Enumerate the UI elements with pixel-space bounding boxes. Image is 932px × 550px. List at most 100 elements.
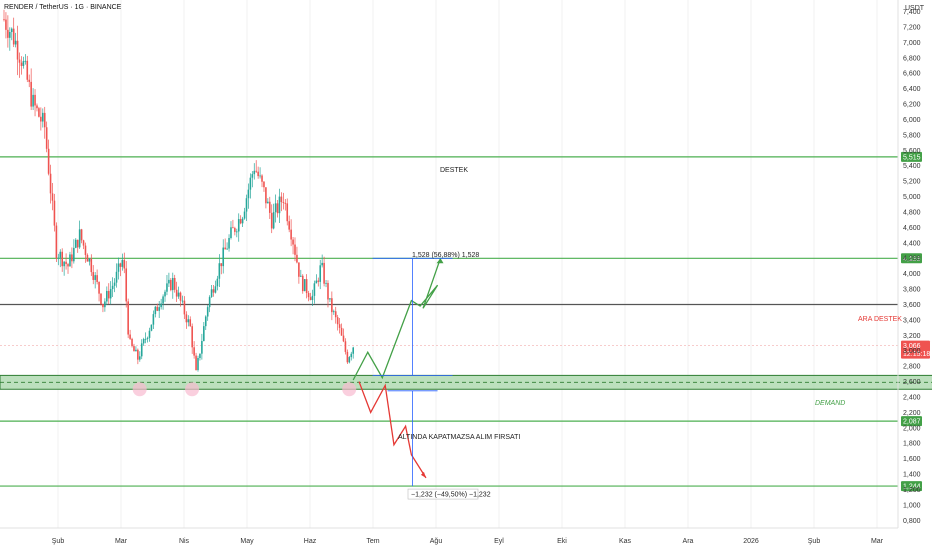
candle-body	[24, 60, 27, 62]
candle-body	[7, 29, 9, 38]
y-tick-label: 3,000	[903, 348, 921, 355]
y-tick-label: 4,800	[903, 209, 921, 216]
candle-body	[288, 221, 290, 230]
candle-body	[183, 300, 186, 315]
y-tick-label: 6,000	[903, 117, 921, 124]
chart-title: RENDER / TetherUS · 1G · BINANCE	[4, 4, 122, 11]
y-tick-label: 6,600	[903, 71, 921, 78]
candle-body	[298, 262, 300, 277]
candle-body	[51, 193, 54, 201]
candle-body	[303, 279, 306, 292]
y-tick-label: 3,400	[903, 317, 921, 324]
candle-body	[241, 218, 244, 224]
y-tick-label: 5,600	[903, 148, 921, 155]
candle-body	[290, 229, 292, 240]
candle-body	[327, 282, 329, 300]
candle-body	[204, 316, 207, 327]
candle-body	[69, 254, 71, 267]
candle-body	[342, 335, 345, 342]
candle-body	[300, 275, 302, 277]
y-tick-label: 6,400	[903, 86, 921, 93]
x-axis: Şub Mar Nis May Haz Tem Ağu Eyl Eki Kas Ara 2026 Şub…	[0, 527, 898, 545]
candle-body	[84, 245, 87, 255]
candle-body	[210, 289, 213, 298]
candle-body	[117, 263, 120, 272]
candle-body	[20, 62, 23, 66]
level-price-tag	[901, 253, 922, 264]
candle-body	[282, 202, 285, 203]
x-tick-label: Şub	[808, 538, 821, 545]
candle-body	[206, 307, 209, 317]
candle-body	[251, 174, 254, 178]
candle-body	[162, 296, 164, 304]
candle-body	[224, 247, 226, 250]
y-axis: 7,400 7,200 7,000 6,800 6,600 6,400 6,200 6,000…	[897, 0, 921, 528]
candle-body	[319, 265, 322, 282]
candle-body	[96, 275, 98, 282]
y-tick-label: 1,600	[903, 456, 921, 463]
candle-body	[191, 326, 193, 348]
down-measure-label: −1,232 (−49,50%) −1,232	[411, 492, 491, 499]
candle-body	[164, 291, 166, 297]
candle-body	[78, 229, 81, 248]
candle-body	[94, 275, 96, 280]
y-tick-label: 1,800	[903, 441, 921, 448]
y-tick-label: 4,600	[903, 225, 921, 232]
destek-label: DESTEK	[440, 167, 468, 174]
candle-body	[135, 349, 137, 352]
candle-body	[201, 341, 203, 354]
candle-body	[123, 259, 126, 269]
candle-body	[193, 347, 195, 356]
candle-body	[321, 262, 323, 266]
candle-body	[34, 94, 36, 106]
candle-body	[232, 227, 234, 229]
candle-body	[261, 175, 263, 182]
candle-body	[245, 198, 248, 212]
candle-body	[90, 258, 93, 273]
candle-body	[309, 297, 312, 301]
candle-body	[344, 341, 347, 352]
candle-body	[220, 263, 223, 267]
candle-body	[305, 279, 308, 294]
bearish-arrow-head	[420, 471, 426, 478]
level-price-text: 5,515	[903, 154, 921, 161]
candle-body	[237, 219, 240, 232]
candle-body	[272, 212, 275, 229]
candle-body	[301, 275, 304, 292]
candle-body	[346, 351, 349, 363]
candle-body	[137, 349, 139, 360]
last-price-tag	[901, 340, 930, 359]
candle-body	[133, 346, 135, 352]
x-tick-label: 2026	[743, 538, 759, 545]
candle-body	[243, 211, 246, 219]
y-tick-label: 2,200	[903, 410, 921, 417]
candle-body	[80, 229, 83, 241]
candle-body	[216, 278, 219, 287]
candle-body	[173, 277, 176, 290]
candle-body	[333, 311, 335, 313]
candle-body	[315, 280, 318, 284]
candle-body	[106, 290, 108, 302]
candle-body	[121, 259, 124, 267]
candle-body	[5, 19, 7, 30]
y-tick-label: 2,400	[903, 394, 921, 401]
candle-body	[203, 326, 205, 342]
y-tick-label: 1,200	[903, 487, 921, 494]
candle-body	[104, 301, 106, 308]
candle-body	[102, 303, 104, 308]
candle-body	[249, 177, 252, 190]
candle-body	[331, 298, 333, 313]
candle-body	[177, 292, 180, 297]
bullish-scenario-path	[352, 258, 442, 381]
x-tick-label: Ağu	[430, 538, 443, 545]
y-tick-label: 2,800	[903, 364, 921, 371]
y-tick-label: 5,400	[903, 163, 921, 170]
candle-body	[166, 283, 168, 292]
candle-body	[109, 289, 112, 299]
candle-body	[222, 247, 225, 267]
y-tick-label: 3,200	[903, 333, 921, 340]
level-price-tag	[901, 416, 922, 427]
x-tick-label: Nis	[179, 538, 190, 545]
bearish-scenario-path	[358, 381, 427, 479]
